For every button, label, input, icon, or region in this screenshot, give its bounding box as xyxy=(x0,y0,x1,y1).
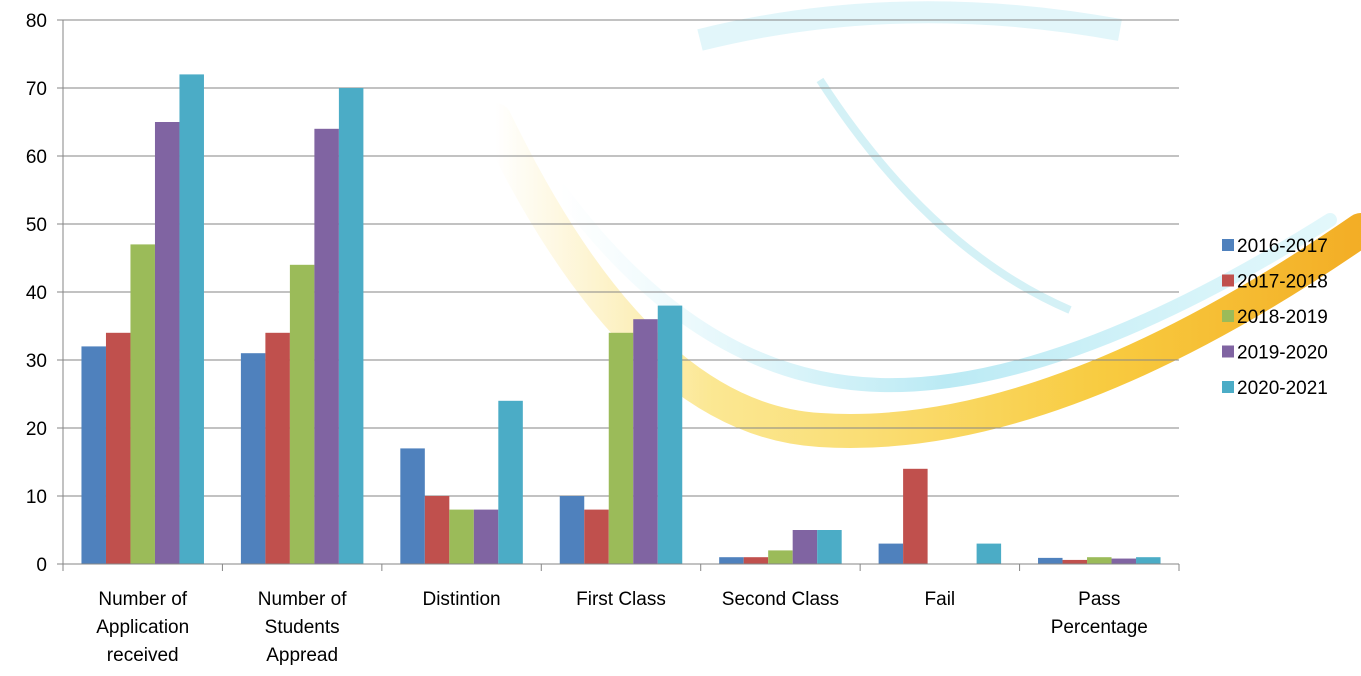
x-category-label: Second Class xyxy=(722,589,839,610)
bar-2019-2020-0 xyxy=(154,122,180,564)
bar-2020-2021-5 xyxy=(976,543,1002,564)
bar-2020-2021-6 xyxy=(1136,557,1161,564)
x-axis-category-labels: Number of Application received Number of Stu… xyxy=(96,589,1148,666)
legend-swatch xyxy=(1222,274,1234,287)
legend-swatch xyxy=(1222,381,1234,393)
bar-2019-2020-6 xyxy=(1111,558,1137,564)
legend-label: 2020-2021 xyxy=(1237,378,1328,399)
bar-2016-2017-2 xyxy=(400,448,425,564)
x-category-label: First Class xyxy=(576,589,666,610)
x-category-label: Pass Percentage xyxy=(1051,589,1148,638)
watermark xyxy=(478,1,1361,448)
bar-2018-2019-4 xyxy=(768,550,793,564)
legend-swatch xyxy=(1222,310,1234,322)
bar-2017-2018-4 xyxy=(743,557,769,564)
watermark-cyan-streak xyxy=(816,77,1072,314)
x-category-label: Number of Students Appread xyxy=(258,589,347,666)
bar-2020-2021-2 xyxy=(498,400,523,564)
y-tick-label: 20 xyxy=(26,419,47,440)
bar-2019-2020-4 xyxy=(792,530,818,564)
x-category-label: Distintion xyxy=(422,589,500,610)
bar-2016-2017-6 xyxy=(1038,557,1063,564)
bar-2019-2020-3 xyxy=(633,319,658,564)
bar-2016-2017-5 xyxy=(878,543,904,564)
bar-2016-2017-1 xyxy=(240,353,266,564)
bar-2018-2019-3 xyxy=(608,332,634,564)
y-tick-label: 70 xyxy=(26,79,47,100)
y-tick-label: 60 xyxy=(26,147,47,168)
legend-label: 2017-2018 xyxy=(1237,272,1328,293)
x-category-label: Number of Application received xyxy=(96,589,189,666)
y-axis-tick-labels: 0 10 20 30 40 50 60 70 80 xyxy=(26,11,47,576)
bar-2017-2018-2 xyxy=(424,496,450,564)
bar-2017-2018-0 xyxy=(105,332,131,564)
bar-2017-2018-1 xyxy=(265,332,290,564)
watermark-cyan-arc-top xyxy=(697,1,1122,51)
x-category-label: Fail xyxy=(925,589,956,610)
bar-2020-2021-4 xyxy=(817,530,842,564)
legend-swatch xyxy=(1222,345,1234,358)
bar-2018-2019-2 xyxy=(449,509,474,564)
bar-2020-2021-3 xyxy=(657,305,683,564)
legend-label: 2018-2019 xyxy=(1237,307,1328,328)
y-tick-label: 30 xyxy=(26,351,47,372)
bars xyxy=(81,74,1161,565)
y-tick-label: 40 xyxy=(26,283,47,304)
bar-2019-2020-1 xyxy=(314,128,339,565)
y-tick-label: 0 xyxy=(36,555,47,576)
y-tick-label: 10 xyxy=(26,487,47,508)
legend-swatch xyxy=(1222,239,1234,251)
bar-2016-2017-3 xyxy=(559,496,585,564)
bar-2016-2017-4 xyxy=(719,557,744,564)
watermark-gold-swoosh xyxy=(478,103,1361,448)
bar-2017-2018-3 xyxy=(584,509,609,564)
bar-2020-2021-1 xyxy=(338,88,364,564)
legend: 2016-2017 2017-2018 2018-2019 2019-2020 2020… xyxy=(1222,236,1328,399)
bar-2020-2021-0 xyxy=(179,74,204,565)
y-tick-label: 50 xyxy=(26,215,47,236)
watermark-cyan-swoosh xyxy=(553,183,1337,393)
bar-2017-2018-6 xyxy=(1062,559,1088,564)
bar-2018-2019-0 xyxy=(130,244,155,564)
bar-2017-2018-5 xyxy=(903,468,928,564)
bar-2018-2019-1 xyxy=(289,264,315,564)
legend-label: 2016-2017 xyxy=(1237,236,1328,257)
bar-2019-2020-2 xyxy=(473,509,499,564)
axes xyxy=(57,19,1180,571)
bar-2016-2017-0 xyxy=(81,346,106,564)
y-tick-label: 80 xyxy=(26,11,47,32)
legend-label: 2019-2020 xyxy=(1237,343,1328,364)
bar-2018-2019-6 xyxy=(1087,557,1112,564)
